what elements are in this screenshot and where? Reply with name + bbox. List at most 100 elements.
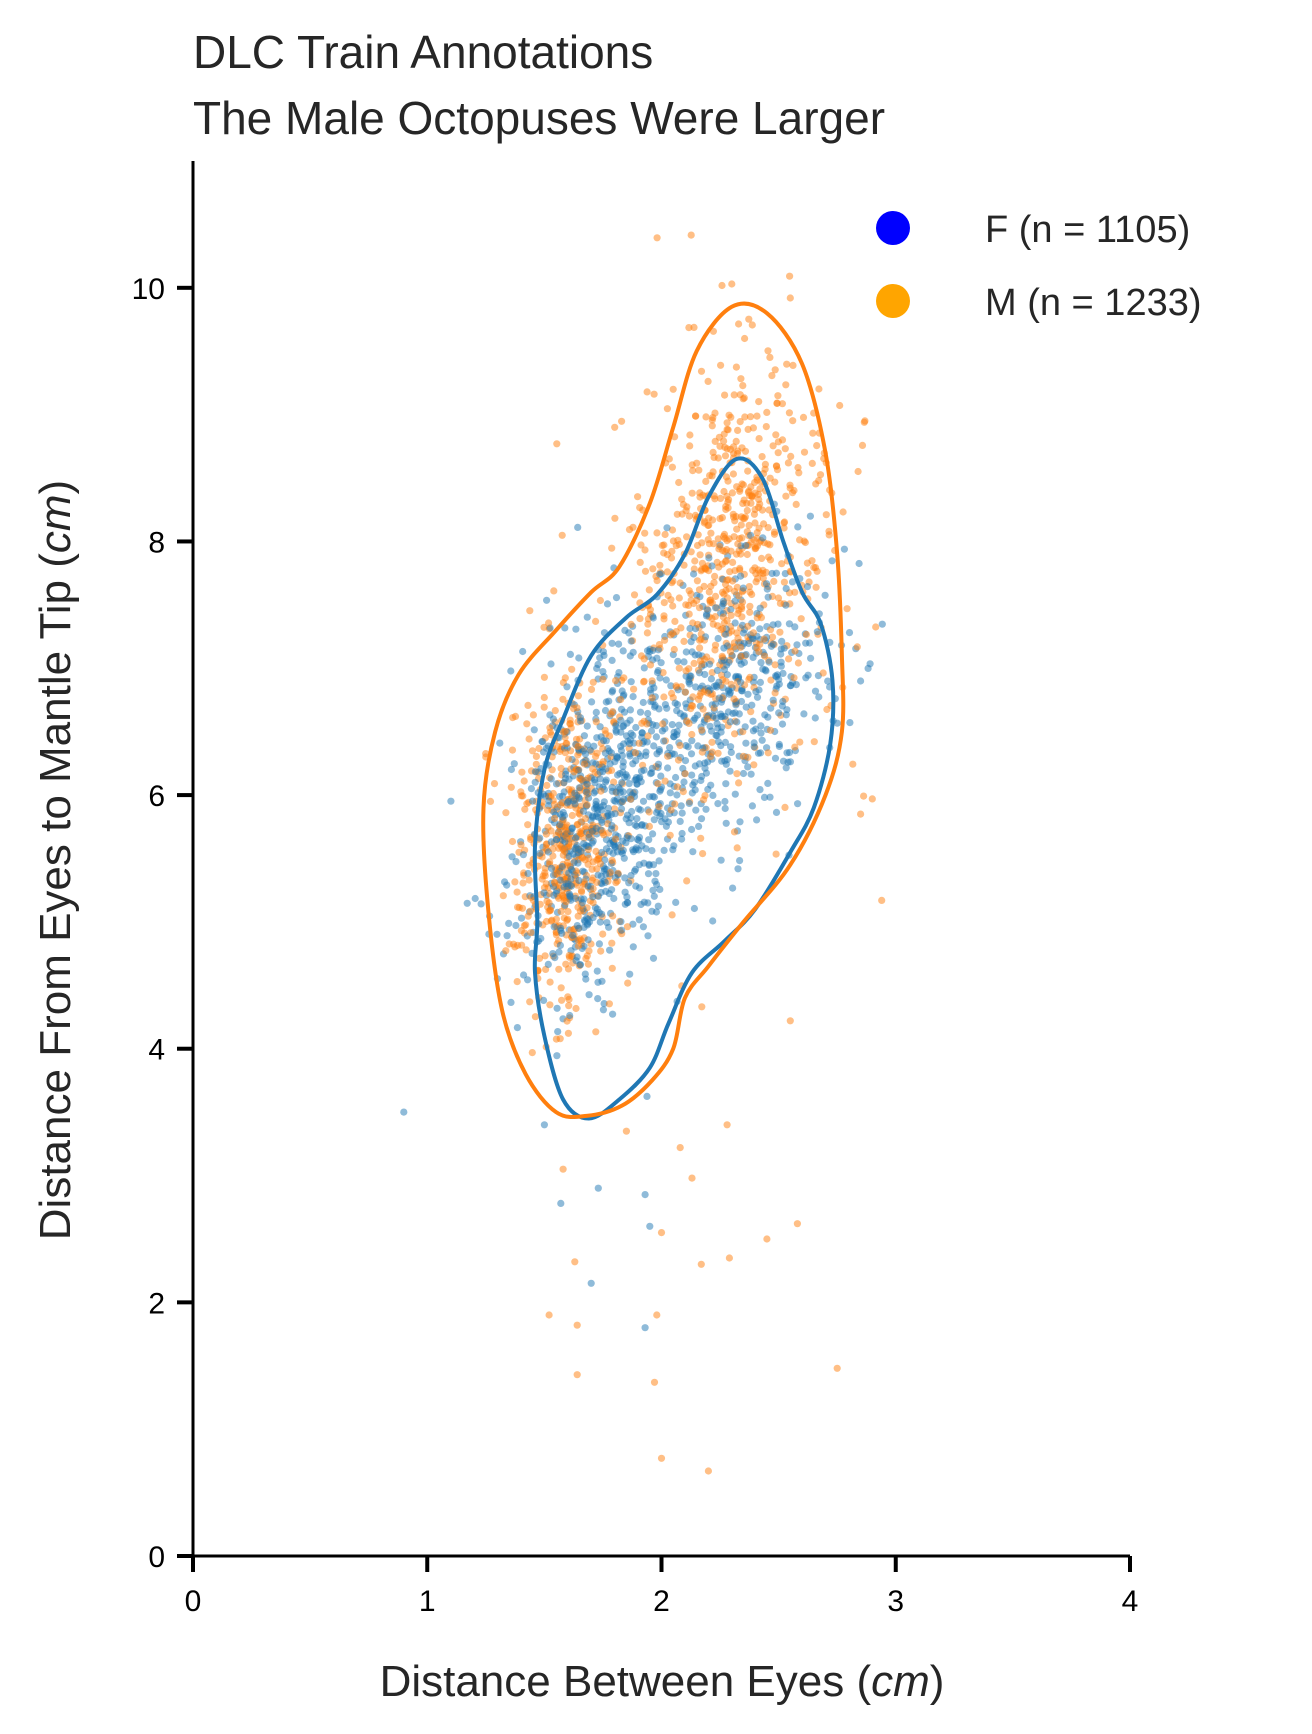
data-point-f	[769, 621, 777, 629]
data-point-f	[635, 846, 643, 854]
data-point-f	[727, 605, 735, 614]
data-point-m	[558, 996, 566, 1004]
data-point-m	[513, 888, 521, 896]
data-point-f	[622, 815, 630, 823]
data-point-m	[744, 467, 752, 475]
data-point-m	[668, 911, 676, 919]
data-point-f	[673, 727, 681, 736]
data-point-f	[580, 916, 589, 924]
data-point-m	[785, 655, 793, 663]
data-point-m	[540, 703, 548, 711]
data-point-f	[586, 746, 594, 754]
data-point-f	[662, 822, 671, 830]
data-point-m	[770, 577, 778, 586]
data-point-m	[729, 470, 738, 478]
data-point-f	[663, 704, 671, 712]
data-point-m	[748, 492, 756, 500]
data-point-m	[627, 795, 635, 803]
data-point-m	[582, 822, 590, 831]
data-point-m	[587, 685, 596, 694]
data-point-f	[620, 854, 628, 862]
data-point-f	[588, 698, 596, 706]
data-point-f	[684, 743, 692, 751]
data-point-m	[763, 1235, 771, 1243]
data-point-m	[710, 579, 718, 587]
data-point-m	[592, 617, 600, 626]
data-point-m	[825, 527, 833, 535]
data-point-m	[620, 674, 628, 682]
data-point-m	[562, 833, 570, 841]
data-point-m	[717, 361, 725, 369]
data-point-m	[839, 508, 847, 516]
data-point-f	[739, 769, 748, 778]
data-point-m	[719, 624, 727, 633]
data-point-m	[564, 915, 572, 923]
data-point-f	[663, 524, 671, 532]
data-point-f	[582, 788, 591, 796]
data-point-m	[661, 636, 669, 644]
data-point-f	[639, 698, 647, 707]
data-point-f	[727, 748, 735, 757]
data-point-f	[519, 647, 527, 656]
data-point-m	[648, 694, 656, 702]
data-point-m	[718, 652, 726, 660]
data-point-m	[577, 937, 585, 945]
data-point-f	[563, 683, 571, 691]
data-point-m	[810, 738, 818, 746]
data-point-m	[704, 689, 712, 697]
data-point-m	[557, 907, 565, 916]
data-point-m	[646, 606, 655, 614]
data-point-f	[638, 729, 646, 737]
data-point-f	[602, 737, 610, 745]
data-point-m	[517, 788, 525, 796]
data-point-m	[716, 542, 724, 551]
chart-title-line-1: DLC Train Annotations	[193, 26, 653, 78]
data-point-f	[736, 818, 744, 826]
data-point-f	[572, 625, 580, 633]
data-point-m	[707, 529, 715, 537]
data-point-m	[746, 608, 754, 616]
data-point-f	[463, 899, 471, 907]
data-point-f	[623, 898, 632, 907]
data-point-f	[715, 694, 723, 702]
data-point-m	[505, 940, 513, 948]
data-point-f	[771, 754, 780, 762]
data-point-f	[601, 749, 610, 757]
data-point-m	[706, 596, 715, 604]
data-point-m	[576, 907, 585, 915]
data-point-f	[574, 523, 582, 532]
data-point-f	[618, 798, 626, 806]
data-point-m	[768, 372, 776, 380]
data-point-f	[596, 918, 604, 926]
data-point-f	[507, 998, 515, 1007]
data-point-f	[617, 746, 626, 755]
data-point-m	[737, 375, 745, 383]
data-point-m	[526, 907, 534, 915]
data-point-m	[707, 753, 715, 761]
data-point-m	[697, 834, 705, 842]
data-point-f	[782, 764, 790, 772]
data-point-f	[585, 794, 593, 802]
data-point-m	[526, 998, 534, 1006]
data-point-m	[786, 1017, 794, 1025]
data-point-f	[622, 771, 630, 779]
data-point-f	[598, 910, 606, 918]
data-point-f	[619, 647, 627, 655]
data-point-f	[643, 1092, 651, 1100]
data-point-m	[568, 811, 576, 820]
data-point-f	[718, 712, 726, 721]
data-point-f	[477, 900, 485, 908]
data-point-m	[700, 582, 708, 591]
data-point-f	[656, 812, 664, 820]
y-axis-label-text: Distance From Eyes to Mantle Tip (	[31, 553, 80, 1240]
data-point-m	[753, 614, 761, 622]
data-point-m	[761, 460, 770, 468]
data-point-m	[719, 532, 728, 541]
data-point-f	[632, 723, 640, 732]
data-point-m	[809, 429, 817, 437]
data-point-f	[793, 641, 801, 649]
data-point-m	[729, 577, 737, 585]
data-point-f	[695, 669, 704, 677]
data-point-m	[727, 611, 735, 620]
data-point-m	[669, 385, 677, 393]
